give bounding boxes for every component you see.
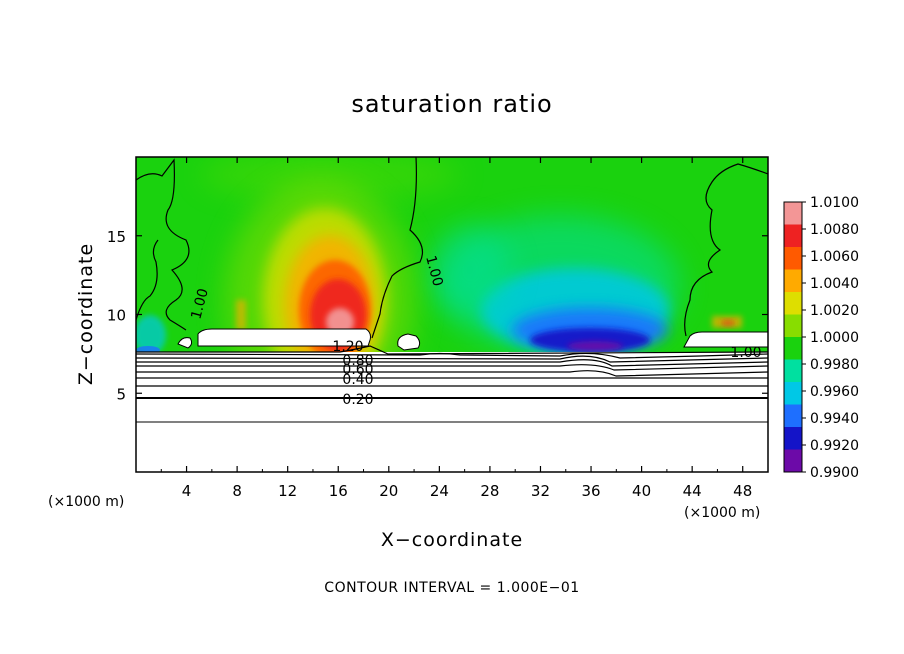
contour-0.60 — [136, 364, 768, 371]
colorbar-swatch — [784, 314, 802, 338]
x-tick-label: 44 — [683, 482, 702, 500]
x-tick-label: 40 — [632, 482, 651, 500]
cloud-blob — [397, 333, 421, 351]
cloud-band-right — [683, 331, 768, 348]
colorbar-swatch — [784, 382, 802, 405]
colorbar-tick-label: 0.9980 — [810, 357, 859, 373]
contour-label-1.00-right: 1.00 — [730, 345, 761, 361]
left-edge-cyan — [136, 315, 166, 355]
colorbar-tick-label: 0.9920 — [810, 438, 859, 454]
contour-lines — [136, 157, 768, 423]
cyan-left-plume — [430, 225, 510, 315]
contour-label-1.20: 1.20 — [332, 339, 363, 355]
colorbar-tick-label: 1.0060 — [810, 249, 859, 265]
colorbar-swatch — [784, 292, 802, 315]
colorbar-swatch — [784, 202, 802, 225]
x-tick-label: 28 — [480, 482, 499, 500]
contour-label-1.00-middle: 1.00 — [422, 254, 446, 288]
x-units-label-left: (×1000 m) — [48, 494, 124, 510]
contour-0.70 — [136, 359, 768, 367]
purple-core — [567, 341, 623, 351]
x-tick-label: 32 — [531, 482, 550, 500]
contour-label-1.00-left: 1.00 — [188, 287, 212, 321]
contour-label-0.80: 0.80 — [342, 353, 373, 369]
x-tick-label: 4 — [182, 482, 192, 500]
colorbar-tick-label: 1.0040 — [810, 276, 859, 292]
x-units-label-right: (×1000 m) — [684, 505, 760, 521]
y-tick-label: 5 — [116, 385, 126, 403]
contour-1.20 — [136, 345, 768, 355]
y-tick-label: 10 — [107, 307, 126, 325]
colorbar-tick-label: 1.0000 — [810, 330, 859, 346]
x-tick-label: 24 — [430, 482, 449, 500]
contour-label-0.20: 0.20 — [342, 392, 373, 408]
contour-1.00-middle — [371, 157, 423, 339]
contour-0.50 — [136, 370, 768, 377]
colorbar-swatch — [784, 359, 802, 383]
x-tick-label: 20 — [379, 482, 398, 500]
x-tick-label: 48 — [733, 482, 752, 500]
x-tick-label: 36 — [581, 482, 600, 500]
warm-streak-right-red — [722, 320, 734, 326]
cloud-band-left — [197, 328, 371, 347]
cloud-blob-small — [177, 337, 193, 349]
x-axis-label: X−coordinate — [381, 529, 523, 551]
colorbar-swatch — [784, 404, 802, 428]
chart-title: saturation ratio — [351, 90, 552, 118]
y-tick-label: 15 — [107, 228, 126, 246]
colorbar-swatch — [784, 449, 802, 473]
contour-label-0.60: 0.60 — [342, 362, 373, 378]
subsaturated-region — [430, 215, 680, 355]
colorbar-swatch — [784, 427, 802, 450]
lower-layer — [136, 352, 768, 472]
colorbar-tick-label: 1.0080 — [810, 222, 859, 238]
x-tick-label: 12 — [278, 482, 297, 500]
colorbar-tick-label: 1.0020 — [810, 303, 859, 319]
contour-label-group: 1.00 1.00 1.00 1.20 0.80 0.60 0.40 0.20 — [188, 254, 761, 408]
warm-streak-left — [236, 300, 246, 330]
contour-0.80 — [136, 355, 768, 363]
heatmap-field — [136, 157, 768, 472]
colorbar-tick-label: 0.9940 — [810, 411, 859, 427]
colorbar-swatch — [784, 337, 802, 360]
contour-label-0.40: 0.40 — [342, 372, 373, 388]
contour-1.00-left-wiggle — [136, 239, 159, 321]
x-tick-label: 8 — [232, 482, 242, 500]
contour-1.00-left — [136, 158, 190, 331]
x-axis-ticks: 4 8 12 16 20 24 28 32 36 40 44 48 — [160, 157, 752, 500]
contour-1.00-right — [684, 163, 768, 337]
y-axis-ticks: 5 10 15 — [107, 228, 768, 403]
colorbar-tick-label: 0.9900 — [810, 465, 859, 481]
colorbar-tick-label: 1.0100 — [810, 195, 859, 211]
contour-1.00-low — [136, 352, 768, 359]
colorbar: 1.0100 1.0080 1.0060 1.0040 1.0020 1.0000 0.99… — [783, 195, 859, 481]
field-upper-greenish — [200, 157, 460, 200]
y-axis-label: Z−coordinate — [75, 243, 97, 385]
contour-interval-footer: CONTOUR INTERVAL = 1.000E−01 — [324, 580, 579, 596]
colorbar-tick-label: 0.9960 — [810, 384, 859, 400]
colorbar-swatch — [784, 224, 802, 248]
colorbar-swatch — [784, 269, 802, 293]
colorbar-swatch — [784, 247, 802, 270]
x-tick-label: 16 — [329, 482, 348, 500]
